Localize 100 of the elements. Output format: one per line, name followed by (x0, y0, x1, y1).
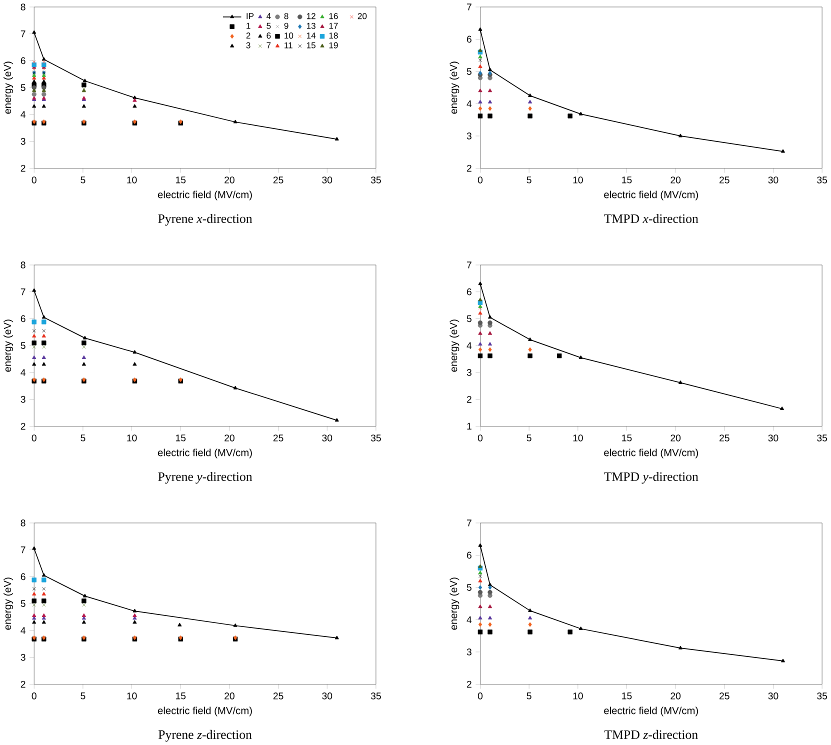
x-tick-label: 15 (622, 434, 632, 442)
y-tick-label: 8 (20, 519, 26, 526)
legend-label: 17 (329, 22, 338, 29)
legend-label: 19 (329, 42, 338, 48)
x-tick-label: 15 (622, 176, 632, 184)
x-tick-label: 5 (526, 692, 532, 700)
y-tick-label: 3 (20, 396, 26, 403)
y-tick-label: 8 (20, 3, 26, 10)
y-axis-title: energy (eV) (450, 578, 460, 630)
y-tick-label: 6 (20, 573, 26, 580)
x-tick-label: 10 (127, 176, 137, 184)
x-tick-label: 15 (176, 434, 186, 442)
legend-label: 1 (246, 22, 250, 29)
x-tick-label: 0 (478, 692, 483, 700)
x-tick-label: 15 (176, 692, 186, 700)
x-tick-label: 20 (224, 434, 234, 442)
x-axis-title: electric field (MV/cm) (158, 190, 252, 200)
x-tick-label: 10 (127, 692, 137, 700)
text: TMPD z-direction (604, 730, 698, 739)
legend-label: 6 (266, 32, 271, 39)
y-tick-label: 6 (20, 315, 26, 322)
x-tick-label: 15 (622, 692, 632, 700)
y-tick-label: 3 (20, 138, 26, 145)
legend-label: 2 (246, 32, 250, 38)
x-tick-label: 30 (322, 176, 332, 184)
y-tick-label: 6 (20, 57, 26, 64)
x-axis-title: electric field (MV/cm) (604, 190, 698, 200)
x-tick-label: 30 (768, 434, 778, 442)
y-tick-label: 7 (467, 520, 472, 526)
y-tick-label: 4 (466, 616, 472, 623)
y-tick-label: 4 (20, 369, 26, 376)
legend-label: 18 (329, 32, 338, 39)
y-tick-label: 7 (20, 546, 26, 554)
x-tick-label: 5 (80, 434, 86, 442)
x-tick-label: 15 (176, 176, 186, 184)
x-tick-label: 20 (670, 434, 681, 442)
y-tick-label: 6 (467, 552, 472, 559)
y-axis-title: energy (eV) (450, 62, 460, 114)
x-tick-label: 35 (817, 176, 828, 184)
y-tick-label: 5 (466, 315, 472, 322)
legend-label: IP (246, 13, 254, 19)
y-tick-label: 3 (466, 132, 472, 140)
x-tick-label: 25 (273, 176, 284, 184)
y-tick-label: 2 (20, 422, 26, 430)
y-tick-label: 7 (20, 288, 26, 296)
x-axis-title: electric field (MV/cm) (158, 706, 252, 716)
x-tick-label: 35 (370, 692, 381, 700)
legend-label: 13 (306, 22, 316, 29)
x-tick-label: 20 (670, 176, 681, 184)
x-tick-label: 0 (32, 692, 36, 700)
y-tick-label: 5 (20, 600, 26, 607)
legend-label: 4 (266, 13, 271, 19)
x-axis-title: electric field (MV/cm) (158, 448, 252, 458)
y-tick-label: 7 (467, 4, 472, 10)
x-tick-label: 5 (80, 176, 86, 184)
x-tick-label: 35 (817, 434, 828, 442)
x-tick-label: 5 (526, 434, 532, 442)
y-tick-label: 2 (20, 680, 26, 688)
x-tick-label: 30 (768, 692, 778, 700)
text: TMPD y-direction (604, 472, 698, 484)
x-tick-label: 5 (526, 176, 532, 184)
legend-label: 9 (284, 22, 288, 29)
y-tick-label: 2 (467, 164, 472, 172)
x-tick-label: 25 (273, 434, 284, 442)
y-axis-title: energy (eV) (4, 62, 14, 114)
x-axis-title: electric field (MV/cm) (604, 448, 698, 458)
text: Pyrene x-direction (158, 214, 252, 226)
x-tick-label: 25 (273, 692, 284, 700)
y-tick-label: 4 (20, 627, 26, 634)
y-tick-label: 5 (20, 84, 26, 91)
legend-label: 11 (284, 42, 292, 48)
y-tick-label: 2 (467, 680, 472, 688)
x-tick-label: 25 (720, 434, 730, 442)
y-tick-label: 3 (466, 368, 472, 376)
x-tick-label: 0 (478, 176, 483, 184)
legend-label: 7 (266, 42, 271, 48)
legend-label: 5 (266, 22, 271, 29)
x-tick-label: 25 (720, 692, 730, 700)
x-tick-label: 10 (573, 176, 583, 184)
legend-label: 14 (306, 32, 316, 38)
x-tick-label: 30 (322, 434, 332, 442)
y-tick-label: 6 (467, 288, 472, 296)
y-tick-label: 4 (466, 342, 472, 349)
x-tick-label: 35 (370, 434, 381, 442)
legend-label: 8 (284, 13, 288, 20)
y-tick-label: 7 (20, 30, 26, 38)
y-tick-label: 2 (20, 164, 26, 172)
legend-label: 16 (329, 13, 338, 20)
x-tick-label: 25 (720, 176, 730, 184)
legend-label: 15 (306, 42, 316, 48)
x-tick-label: 20 (670, 692, 681, 700)
x-tick-label: 10 (127, 434, 137, 442)
legend-label: 12 (306, 13, 316, 19)
y-tick-label: 2 (467, 396, 472, 403)
y-axis-title: energy (eV) (4, 578, 14, 630)
legend-label: 20 (358, 13, 367, 20)
y-tick-label: 4 (20, 111, 26, 118)
y-axis-title: energy (eV) (4, 320, 14, 372)
y-axis-title: energy (eV) (450, 320, 460, 372)
x-tick-label: 35 (817, 692, 828, 700)
